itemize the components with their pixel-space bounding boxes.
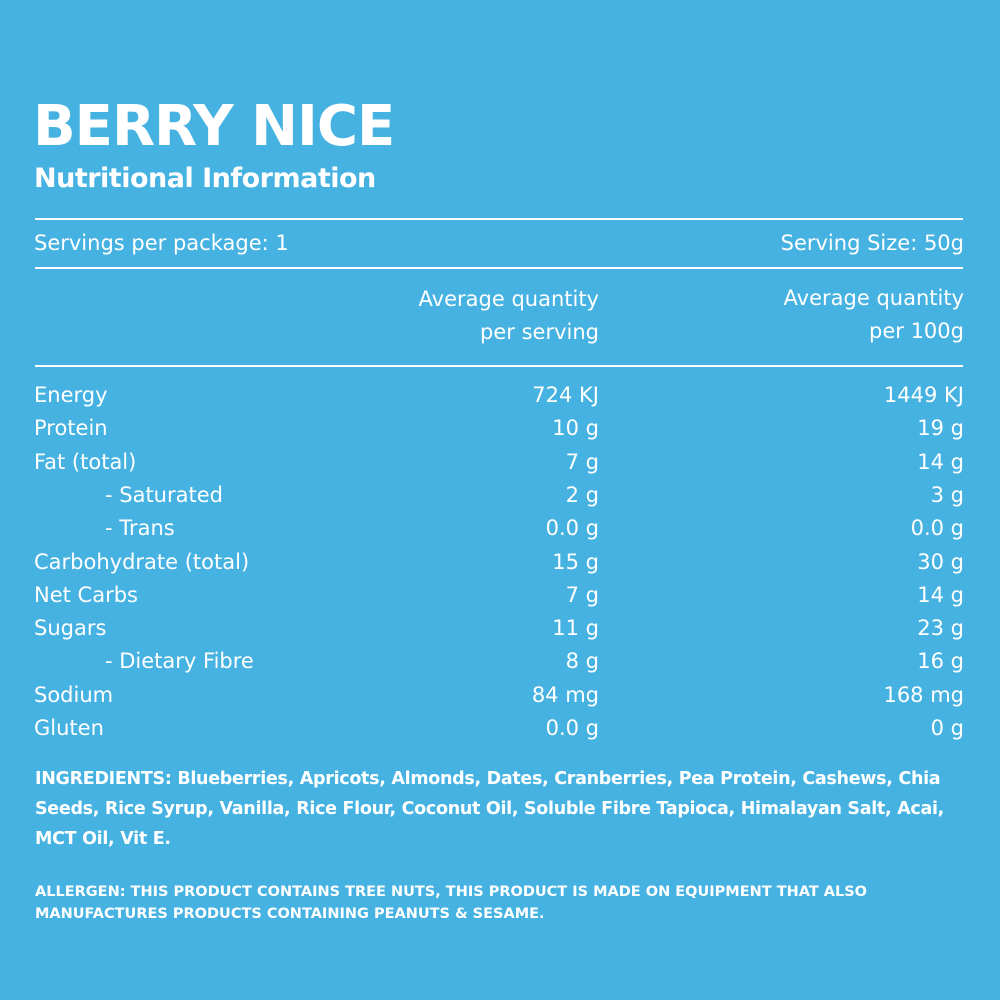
ingredients: INGREDIENTS: Blueberries, Apricots, Almo… (35, 769, 945, 849)
divider (35, 218, 963, 220)
per-serving: 2 g (565, 482, 599, 507)
per-serving: 84 mg (531, 682, 599, 707)
per-100g: 14 g (917, 449, 964, 474)
per-serving: 8 g (565, 649, 599, 674)
serving-size: Serving Size: 50g (780, 231, 964, 255)
per-100g: 0 g (930, 716, 964, 740)
per-serving: 7 g (565, 582, 599, 607)
divider (35, 365, 963, 367)
nutrient-name: - Saturated (105, 482, 223, 507)
per-serving: 0.0 g (545, 716, 599, 740)
per-100g: 30 g (917, 549, 964, 574)
per-100g: 0.0 g (910, 516, 964, 541)
per-100g: 168 mg (883, 682, 964, 707)
nutrient-name: Protein (34, 416, 108, 441)
per-serving: 0.0 g (545, 516, 599, 541)
divider (35, 267, 963, 269)
column-header: Average quantity (783, 286, 964, 310)
column-header: Average quantity (418, 287, 599, 311)
nutrient-name: - Trans (105, 516, 175, 541)
per-serving: 724 KJ (532, 383, 599, 407)
subtitle: Nutritional Information (34, 163, 376, 194)
servings-per-package: Servings per package: 1 (34, 231, 289, 255)
per-100g: 16 g (917, 649, 964, 674)
nutrient-name: Sugars (34, 616, 107, 641)
per-serving: 15 g (552, 549, 599, 574)
nutrient-name: Net Carbs (34, 582, 138, 607)
allergen: ALLERGEN: THIS PRODUCT CONTAINS TREE NUT… (35, 884, 867, 922)
nutrient-name: - Dietary Fibre (105, 649, 254, 674)
nutrient-name: Gluten (34, 716, 104, 740)
per-100g: 23 g (917, 616, 964, 641)
title: BERRY NICE (33, 94, 395, 159)
nutrient-name: Carbohydrate (total) (34, 549, 250, 574)
nutrient-name: Energy (34, 383, 108, 407)
column-header: per serving (480, 320, 599, 344)
per-serving: 11 g (552, 616, 599, 641)
per-serving: 7 g (565, 449, 599, 474)
per-100g: 14 g (917, 582, 964, 607)
per-100g: 3 g (930, 482, 964, 507)
nutrient-name: Sodium (34, 682, 114, 707)
per-100g: 1449 KJ (883, 383, 964, 407)
nutrient-name: Fat (total) (34, 449, 137, 474)
column-header: per 100g (869, 319, 964, 343)
per-100g: 19 g (917, 416, 964, 441)
per-serving: 10 g (552, 416, 599, 441)
